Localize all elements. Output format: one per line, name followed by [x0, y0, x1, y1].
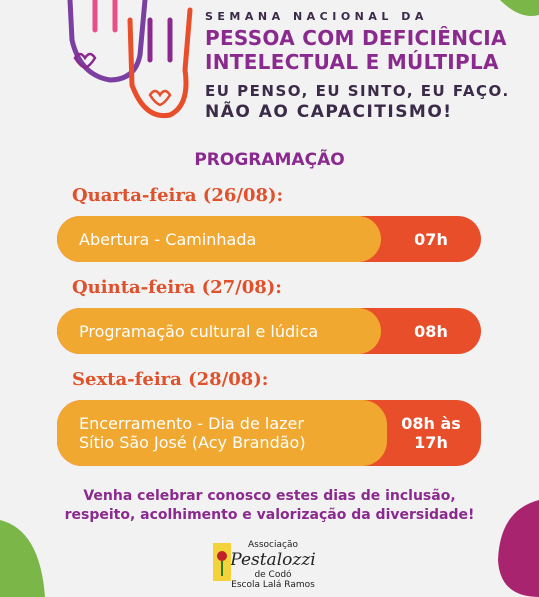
- logo-text: Pestalozzi: [230, 550, 316, 570]
- logo-text: Associação: [248, 540, 298, 550]
- logo-icon: [213, 543, 231, 581]
- time: 08h às 17h: [381, 400, 481, 466]
- activity: Encerramento - Dia de lazer Sítio São Jos…: [57, 400, 387, 466]
- activity: Abertura - Caminhada: [57, 216, 381, 262]
- time: 08h: [381, 308, 481, 354]
- footer: Venha celebrar conosco estes dias de inc…: [0, 487, 539, 525]
- logo: Associação Pestalozzi de Codó Escola Lal…: [213, 540, 328, 590]
- header-title: INTELECTUAL E MÚLTIPLA: [205, 50, 499, 74]
- footer-line: respeito, acolhimento e valorização da d…: [64, 507, 475, 523]
- section-title: PROGRAMAÇÃO: [194, 150, 345, 170]
- day-heading: Quarta-feira (26/08):: [72, 185, 284, 206]
- header-line: SEMANA NACIONAL DA: [205, 10, 428, 23]
- slogan: EU PENSO, EU SINTO, EU FAÇO.: [205, 82, 510, 100]
- footer-line: Venha celebrar conosco estes dias de inc…: [83, 488, 456, 504]
- logo-text: de Codó: [254, 570, 292, 580]
- event-pill: Encerramento - Dia de lazer Sítio São Jos…: [57, 400, 481, 466]
- activity: Programação cultural e lúdica: [57, 308, 381, 354]
- time-line: 17h: [414, 433, 448, 452]
- day-heading: Sexta-feira (28/08):: [72, 369, 269, 390]
- event-pill: Programação cultural e lúdica 08h: [57, 308, 481, 354]
- activity-line: Encerramento - Dia de lazer: [79, 414, 304, 433]
- logo-text: Escola Lalá Ramos: [231, 580, 315, 590]
- header-title: PESSOA COM DEFICIÊNCIA: [205, 26, 507, 50]
- activity-line: Programação cultural e lúdica: [79, 321, 319, 341]
- time-line: 08h às: [401, 414, 461, 433]
- activity-line: Sítio São José (Acy Brandão): [79, 433, 306, 452]
- slogan: NÃO AO CAPACITISMO!: [205, 102, 453, 122]
- time-line: 08h: [414, 321, 448, 341]
- time: 07h: [381, 216, 481, 262]
- activity-line: Abertura - Caminhada: [79, 229, 257, 249]
- day-heading: Quinta-feira (27/08):: [72, 277, 282, 298]
- event-pill: Abertura - Caminhada 07h: [57, 216, 481, 262]
- time-line: 07h: [414, 229, 448, 249]
